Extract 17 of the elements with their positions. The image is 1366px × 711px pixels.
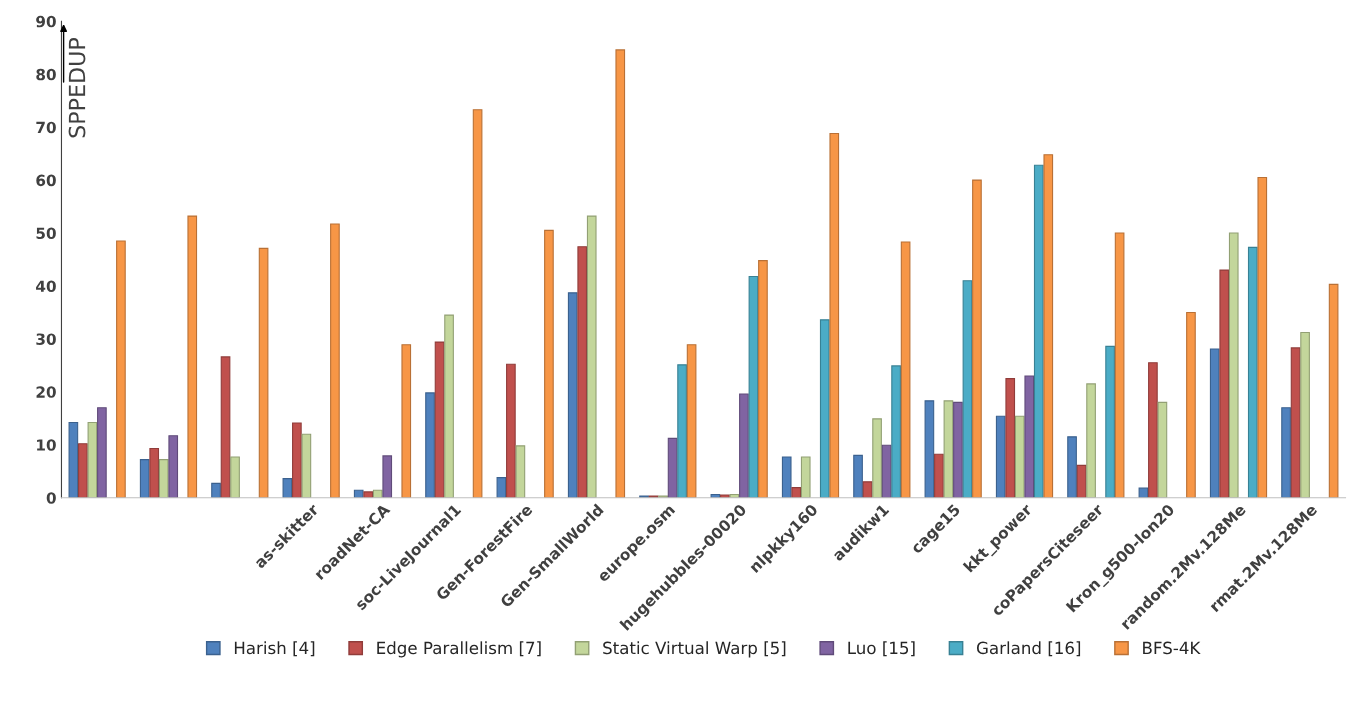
y-tick-label: 80 bbox=[36, 68, 56, 81]
legend-label: BFS-4K bbox=[1143, 641, 1201, 655]
y-tick-label: 60 bbox=[36, 174, 56, 187]
legend-label: Static Virtual Warp [5] bbox=[603, 641, 786, 658]
legend-label: Luo [15] bbox=[848, 641, 915, 657]
legend-label: Garland [16] bbox=[976, 641, 1081, 657]
y-tick-label: 70 bbox=[36, 121, 56, 134]
legend-label: Edge Parallelism [7] bbox=[377, 641, 541, 658]
legend-label: Harish [4] bbox=[234, 641, 315, 657]
y-tick-label: 30 bbox=[36, 333, 56, 345]
y-tick-label: 0 bbox=[46, 492, 56, 504]
y-tick-label: 90 bbox=[36, 15, 56, 28]
y-axis-title: SPPEDUP bbox=[68, 37, 86, 138]
y-tick-label: 10 bbox=[37, 439, 56, 451]
y-tick-label: 50 bbox=[36, 227, 56, 240]
y-tick-label: 40 bbox=[36, 280, 56, 292]
y-tick-label: 20 bbox=[36, 386, 56, 398]
